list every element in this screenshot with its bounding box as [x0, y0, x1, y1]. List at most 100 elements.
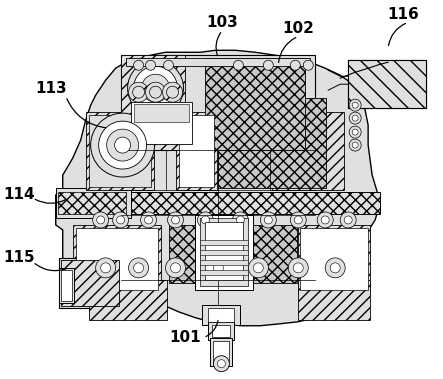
Circle shape	[167, 212, 183, 228]
Circle shape	[290, 212, 306, 228]
Circle shape	[167, 86, 179, 98]
Circle shape	[214, 263, 223, 273]
Bar	[61, 270, 72, 301]
Bar	[168, 225, 223, 283]
Circle shape	[237, 216, 245, 224]
Circle shape	[202, 216, 210, 224]
Circle shape	[349, 126, 361, 138]
Bar	[209, 322, 234, 340]
Circle shape	[233, 212, 249, 228]
Circle shape	[128, 60, 183, 116]
Bar	[348, 60, 426, 108]
Circle shape	[96, 258, 116, 278]
Circle shape	[352, 129, 358, 135]
Text: 103: 103	[206, 15, 238, 30]
Circle shape	[249, 258, 268, 278]
Bar	[195, 215, 253, 290]
Circle shape	[128, 82, 148, 102]
Circle shape	[91, 113, 155, 177]
Circle shape	[117, 216, 124, 224]
Circle shape	[163, 82, 183, 102]
Circle shape	[325, 258, 345, 278]
Circle shape	[264, 216, 272, 224]
Circle shape	[218, 360, 225, 368]
Circle shape	[163, 60, 174, 70]
Circle shape	[290, 60, 300, 70]
Bar	[58, 192, 126, 214]
Circle shape	[146, 82, 166, 102]
Circle shape	[134, 60, 144, 70]
Bar	[210, 338, 233, 366]
Circle shape	[128, 258, 148, 278]
Circle shape	[330, 263, 340, 273]
Bar	[213, 325, 230, 337]
Bar	[209, 308, 234, 322]
Bar	[202, 305, 241, 325]
Bar	[61, 192, 380, 214]
Circle shape	[146, 60, 155, 70]
Bar	[59, 258, 120, 308]
Circle shape	[288, 258, 308, 278]
Text: 115: 115	[3, 251, 35, 265]
Bar	[89, 280, 167, 320]
Circle shape	[260, 212, 276, 228]
Bar	[175, 112, 218, 190]
Circle shape	[294, 216, 302, 224]
Circle shape	[166, 258, 186, 278]
Circle shape	[253, 263, 263, 273]
Circle shape	[198, 212, 214, 228]
Circle shape	[144, 216, 152, 224]
Circle shape	[349, 139, 361, 151]
Circle shape	[113, 212, 128, 228]
Circle shape	[171, 263, 180, 273]
Circle shape	[99, 121, 147, 169]
Circle shape	[171, 216, 179, 224]
Bar	[126, 58, 310, 66]
Circle shape	[344, 216, 352, 224]
Bar	[242, 225, 297, 283]
Circle shape	[349, 99, 361, 111]
Bar	[56, 188, 131, 218]
Bar	[348, 60, 426, 108]
Circle shape	[263, 60, 273, 70]
Circle shape	[352, 115, 358, 121]
Bar	[131, 102, 192, 144]
Bar	[201, 270, 249, 275]
Bar	[206, 222, 243, 280]
Circle shape	[97, 216, 105, 224]
Circle shape	[93, 212, 109, 228]
Circle shape	[321, 216, 329, 224]
Bar	[201, 218, 249, 286]
Text: 114: 114	[3, 188, 35, 202]
Bar	[298, 280, 370, 320]
Bar	[300, 228, 368, 290]
Bar	[206, 58, 305, 150]
Text: 116: 116	[387, 7, 419, 22]
Circle shape	[317, 212, 333, 228]
Text: 101: 101	[170, 330, 201, 345]
Circle shape	[349, 112, 361, 124]
Bar	[214, 341, 229, 363]
Circle shape	[134, 66, 178, 110]
Bar	[272, 112, 344, 190]
Circle shape	[115, 137, 131, 153]
Bar	[120, 55, 315, 150]
Circle shape	[150, 86, 162, 98]
Bar	[61, 260, 119, 306]
Circle shape	[293, 263, 303, 273]
Bar	[89, 115, 151, 187]
Bar	[134, 104, 190, 122]
Bar	[201, 250, 249, 255]
Bar	[59, 268, 74, 303]
Text: 113: 113	[35, 81, 66, 96]
Circle shape	[352, 102, 358, 108]
Circle shape	[209, 258, 229, 278]
Circle shape	[303, 60, 313, 70]
Circle shape	[101, 263, 111, 273]
Bar	[85, 112, 154, 190]
Circle shape	[233, 60, 243, 70]
Bar	[120, 55, 186, 150]
Circle shape	[107, 129, 139, 161]
Bar	[218, 98, 326, 188]
Circle shape	[340, 212, 356, 228]
